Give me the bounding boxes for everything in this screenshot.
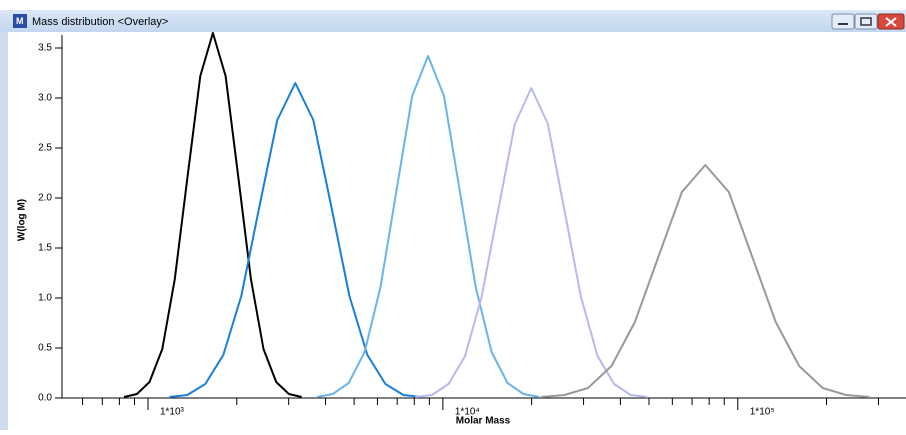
y-tick-label: 3.0 (38, 93, 52, 104)
y-tick-label: 3.5 (38, 43, 52, 54)
y-tick-label: 0.0 (38, 393, 52, 404)
maximize-button[interactable] (855, 14, 877, 29)
y-tick-label: 1.0 (38, 293, 52, 304)
minimize-button[interactable] (832, 14, 854, 29)
x-tick-label: 1*10³ (160, 407, 185, 418)
background (0, 0, 906, 430)
window-title: Mass distribution <Overlay> (32, 16, 168, 28)
y-tick-label: 2.5 (38, 143, 52, 154)
x-tick-label: 1*10⁵ (750, 407, 775, 418)
x-tick-label: 1*10⁴ (455, 407, 480, 418)
y-tick-label: 1.5 (38, 243, 52, 254)
y-tick-label: 2.0 (38, 193, 52, 204)
window-border (0, 32, 8, 430)
y-axis-label: W(log M) (17, 199, 28, 241)
app-icon-glyph: M (16, 16, 24, 26)
window: M Mass distribution <Overlay> W(log M) M… (0, 0, 906, 430)
y-tick-label: 0.5 (38, 343, 52, 354)
